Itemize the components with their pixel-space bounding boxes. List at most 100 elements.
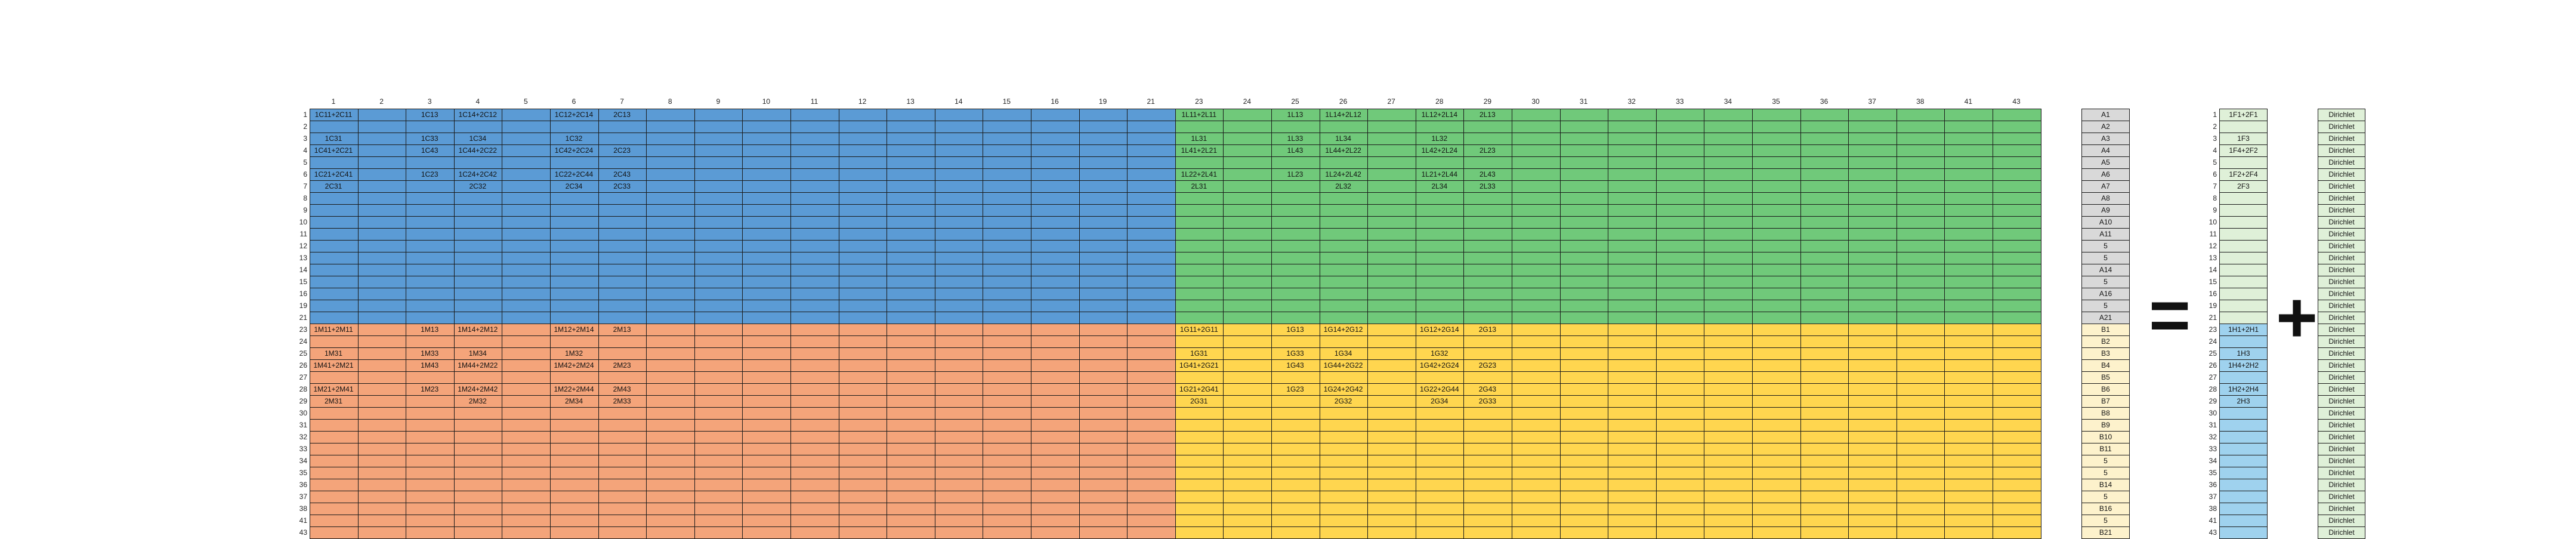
matrix-cell: [1127, 168, 1176, 181]
matrix-cell: [1079, 383, 1128, 396]
matrix-cell: [357, 395, 407, 408]
matrix-cell: [1559, 324, 1609, 336]
matrix-cell: [1704, 383, 1753, 396]
matrix-cell: [838, 192, 888, 205]
matrix-entry: 1G23: [1286, 385, 1304, 393]
load-row-number: 16: [2209, 289, 2217, 298]
load-entry: [2219, 503, 2268, 515]
matrix-cell: [1512, 395, 1561, 408]
matrix-entry: 2M33: [613, 397, 631, 405]
matrix-cell: [1608, 204, 1657, 217]
matrix-cell: [1848, 300, 1898, 312]
matrix-cell: [357, 216, 407, 229]
matrix-cell: [1848, 109, 1898, 121]
matrix-cell: [1752, 443, 1801, 455]
matrix-cell: [1127, 359, 1176, 372]
matrix-cell: [1223, 431, 1272, 443]
matrix-cell: [790, 180, 839, 193]
matrix-cell: [550, 491, 599, 503]
matrix-cell: [1655, 407, 1705, 420]
row-header: 28: [299, 385, 307, 393]
matrix-cell: [1367, 455, 1417, 467]
matrix-cell: [1655, 109, 1705, 121]
matrix-cell: [1655, 204, 1705, 217]
matrix-cell: [1752, 335, 1801, 348]
matrix-entry: 2C43: [613, 170, 631, 178]
row-header: 33: [299, 445, 307, 453]
matrix-cell: [838, 395, 888, 408]
matrix-cell: [1848, 312, 1898, 324]
matrix-cell: [357, 479, 407, 491]
matrix-cell: [790, 168, 839, 181]
column-header: 1: [331, 97, 336, 106]
matrix-entry: 1M11+2M11: [314, 325, 353, 334]
matrix-cell: [502, 419, 551, 432]
matrix-cell: [1415, 467, 1465, 479]
matrix-cell: [1319, 371, 1369, 384]
matrix-entry: 1L41+2L21: [1181, 146, 1217, 155]
matrix-cell: [1367, 192, 1417, 205]
matrix-cell: [934, 455, 984, 467]
matrix-entry: 1M43: [421, 361, 439, 369]
matrix-cell: [1463, 312, 1513, 324]
column-header: 5: [524, 97, 528, 106]
matrix-cell: [1800, 479, 1849, 491]
matrix-cell: [1512, 347, 1561, 360]
matrix-cell: [1223, 109, 1272, 121]
matrix-cell: [646, 252, 696, 264]
matrix-cell: [1800, 204, 1849, 217]
boundary-entry: Dirichlet: [2328, 385, 2355, 393]
matrix-cell: [598, 467, 647, 479]
matrix-cell: [1031, 240, 1080, 252]
row-header: 8: [303, 194, 307, 202]
load-entry: [2219, 276, 2268, 288]
matrix-cell: [1463, 156, 1513, 169]
matrix-cell: [790, 133, 839, 145]
matrix-cell: [1559, 359, 1609, 372]
matrix-cell: [1800, 515, 1849, 527]
matrix-cell: [1415, 121, 1465, 133]
matrix-cell: [1223, 168, 1272, 181]
matrix-cell: [1367, 288, 1417, 300]
matrix-cell: [1223, 204, 1272, 217]
matrix-cell: [1800, 121, 1849, 133]
matrix-cell: [1415, 503, 1465, 515]
matrix-cell: [1127, 407, 1176, 420]
matrix-cell: [1031, 503, 1080, 515]
matrix-cell: [1800, 144, 1849, 157]
matrix-cell: [934, 312, 984, 324]
matrix-cell: [1367, 503, 1417, 515]
matrix-cell: [742, 180, 792, 193]
matrix-cell: [1896, 491, 1945, 503]
matrix-cell: [1655, 491, 1705, 503]
matrix-cell: [1896, 156, 1945, 169]
matrix-cell: [1704, 109, 1753, 121]
matrix-cell: [838, 324, 888, 336]
matrix-cell: [983, 443, 1032, 455]
matrix-cell: [1367, 144, 1417, 157]
matrix-cell: [598, 276, 647, 288]
matrix-cell: [1993, 156, 2041, 169]
matrix-cell: [1944, 371, 1994, 384]
matrix-cell: [406, 526, 455, 539]
load-entry: [2219, 479, 2268, 491]
matrix-cell: [1319, 121, 1369, 133]
matrix-entry: 1C31: [325, 134, 342, 143]
matrix-cell: [1512, 335, 1561, 348]
matrix-cell: [1752, 324, 1801, 336]
matrix-cell: [1655, 168, 1705, 181]
matrix-cell: [1800, 503, 1849, 515]
matrix-cell: [1415, 240, 1465, 252]
matrix-cell: [742, 252, 792, 264]
matrix-cell: [838, 443, 888, 455]
matrix-cell: [790, 264, 839, 276]
matrix-entry: 2L13: [1479, 110, 1496, 119]
matrix-cell: [598, 288, 647, 300]
matrix-cell: [790, 491, 839, 503]
column-header: 38: [1916, 97, 1925, 106]
unknown-entry: A6: [2101, 170, 2110, 178]
matrix-cell: [1175, 264, 1224, 276]
matrix-cell: [1175, 455, 1224, 467]
matrix-cell: [887, 264, 936, 276]
matrix-cell: [1752, 168, 1801, 181]
